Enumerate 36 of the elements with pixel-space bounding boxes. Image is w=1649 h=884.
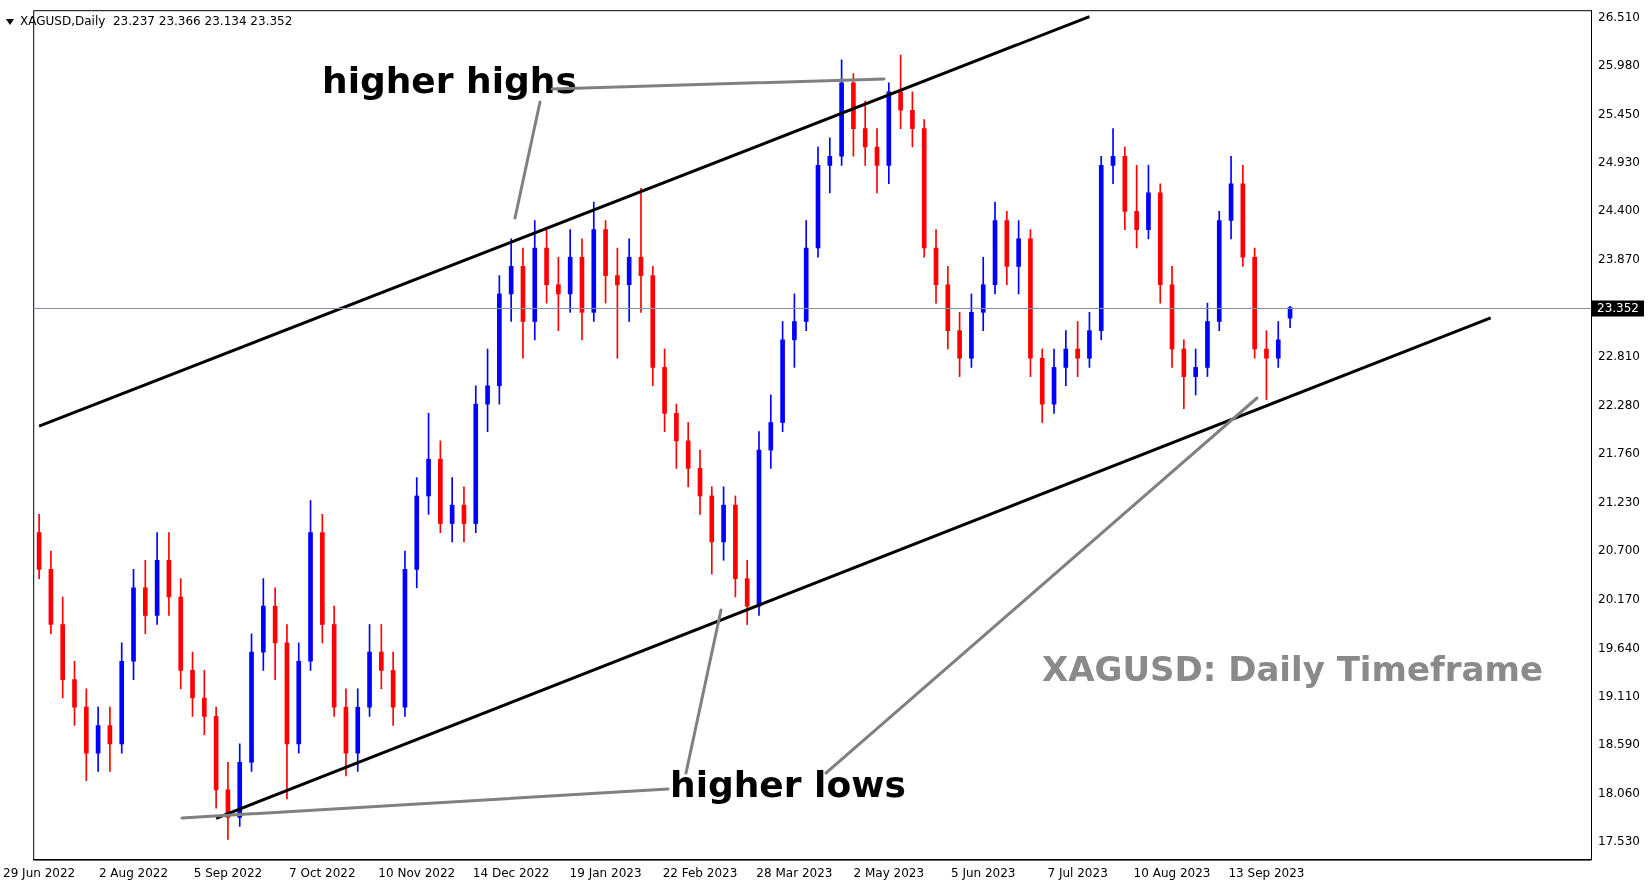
y-tick-label: 24.400 <box>1598 203 1640 218</box>
x-tick-label: 10 Nov 2022 <box>378 865 456 880</box>
y-tick-label: 18.590 <box>1598 736 1640 751</box>
x-tick-label: 13 Sep 2023 <box>1228 865 1305 880</box>
y-tick-label: 26.510 <box>1598 9 1640 24</box>
x-tick-label: 28 Mar 2023 <box>756 865 833 880</box>
y-tick-label: 21.230 <box>1598 494 1640 509</box>
x-tick-label: 7 Oct 2022 <box>289 865 356 880</box>
candlestick <box>827 137 833 194</box>
y-tick-label: 20.700 <box>1598 543 1640 558</box>
annotation: higher lows <box>670 764 906 806</box>
x-tick-label: 7 Jul 2023 <box>1047 865 1108 880</box>
y-tick-label: 22.810 <box>1598 349 1640 364</box>
annotation: higher highs <box>322 60 577 102</box>
y-tick-label: 19.110 <box>1598 689 1640 704</box>
y-tick-label: 17.530 <box>1598 834 1640 849</box>
y-tick-label: 18.060 <box>1598 785 1640 800</box>
y-tick-label: 25.980 <box>1598 58 1640 73</box>
y-tick-label: 19.640 <box>1598 640 1640 655</box>
y-tick-label: 23.870 <box>1598 252 1640 267</box>
y-tick-label: 22.280 <box>1598 398 1640 413</box>
x-tick-label: 14 Dec 2022 <box>472 865 550 880</box>
y-tick-label: 24.930 <box>1598 154 1640 169</box>
x-tick-label: 5 Sep 2022 <box>193 865 263 880</box>
y-tick-label: 20.170 <box>1598 591 1640 606</box>
text: XAGUSD: Daily Timeframe <box>1042 648 1543 689</box>
x-tick-label: 29 Jun 2022 <box>3 865 76 880</box>
ref-line-label: 23.352 <box>1597 300 1639 315</box>
y-tick-label: 25.450 <box>1598 107 1640 122</box>
y-tick-label: 21.760 <box>1598 445 1640 460</box>
x-tick-label: 19 Jan 2023 <box>569 865 642 880</box>
x-tick-label: 2 May 2023 <box>853 865 925 880</box>
x-tick-label: 22 Feb 2023 <box>662 865 738 880</box>
x-tick-label: 10 Aug 2023 <box>1133 865 1211 880</box>
x-tick-label: 2 Aug 2022 <box>98 865 169 880</box>
x-tick-label: 5 Jun 2023 <box>950 865 1016 880</box>
